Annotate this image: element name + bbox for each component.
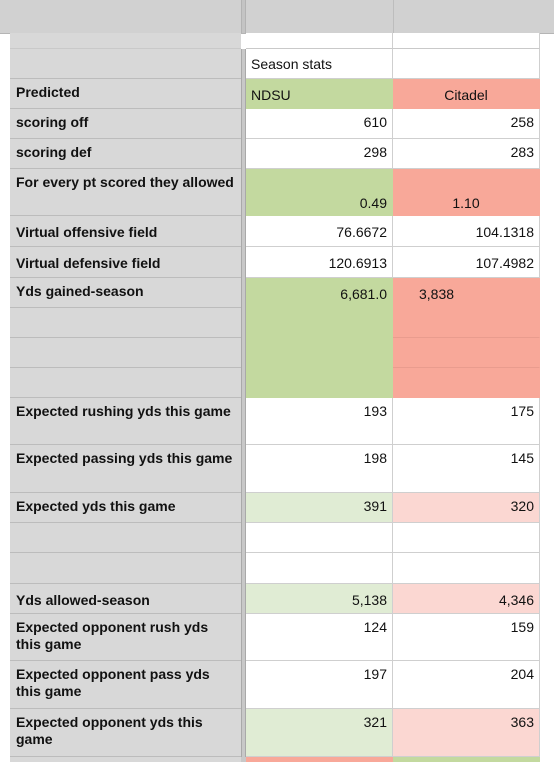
row-label[interactable]: Virtual offensive field [10,216,241,247]
table-row [0,338,554,368]
table-row: Season stats [0,49,554,79]
row-label[interactable]: Expected opponent pass yds this game [10,661,241,709]
value-cell[interactable]: 258 [393,109,540,139]
table-row: Expected opponent yds this game 321 363 [0,709,554,757]
value-cell[interactable]: 363 [393,709,540,757]
row-label[interactable]: scoring off [10,109,241,139]
value-cell[interactable] [246,308,393,338]
table-row [0,553,554,584]
row-label[interactable]: Predicted [10,79,241,109]
column-header-bar [0,0,554,34]
value-cell[interactable] [246,553,393,584]
table-row: Yds gained-season 6,681.0 3,838 [0,278,554,308]
value-cell[interactable] [246,757,393,762]
value-cell[interactable]: 76.6672 [246,216,393,247]
table-row [0,308,554,338]
value-cell[interactable]: 610 [246,109,393,139]
table-row [0,523,554,553]
table-row: Expected passing yds this game 198 145 [0,445,554,493]
value-cell[interactable]: 197 [246,661,393,709]
cell[interactable] [393,49,540,79]
row-label[interactable] [10,49,241,79]
row-label[interactable]: scoring def [10,139,241,169]
table-row: Expected opponent rush yds this game 124… [0,614,554,661]
row-label[interactable]: Expected opponent rush yds this game [10,614,241,661]
value-cell[interactable] [393,757,540,762]
column-divider[interactable] [393,0,394,33]
freeze-divider [241,757,246,762]
row-label[interactable]: Yds allowed-season [10,584,241,614]
value-cell[interactable]: 107.4982 [393,247,540,278]
table-row [0,368,554,398]
value-cell[interactable]: 0.49 [246,169,393,216]
season-stats-header[interactable]: Season stats [246,49,393,79]
row-label[interactable]: Expected yds this game [10,493,241,523]
value-cell[interactable]: 175 [393,398,540,445]
freeze-divider[interactable] [241,0,246,33]
table-row: For every pt scored they allowed 0.49 1.… [0,169,554,216]
table-row: Expected opponent pass yds this game 197… [0,661,554,709]
value-cell[interactable]: 204 [393,661,540,709]
row-label[interactable]: Expected passing yds this game [10,445,241,493]
value-cell[interactable]: 145 [393,445,540,493]
value-cell[interactable]: 198 [246,445,393,493]
value-cell[interactable] [393,338,540,368]
row-label[interactable] [10,338,241,368]
value-cell[interactable]: 124 [246,614,393,661]
value-cell[interactable]: 320 [393,493,540,523]
table-row: scoring def 298 283 [0,139,554,169]
value-cell[interactable] [246,368,393,398]
row-label[interactable] [10,308,241,338]
table-row: Expected rushing yds this game 193 175 [0,398,554,445]
table-row: Virtual defensive field 120.6913 107.498… [0,247,554,278]
value-cell[interactable]: 391 [246,493,393,523]
row-label[interactable] [10,553,241,584]
value-cell[interactable]: 298 [246,139,393,169]
value-cell[interactable]: 1.10 [393,169,540,216]
value-cell[interactable] [393,523,540,553]
value-cell[interactable]: 5,138 [246,584,393,614]
table-row: scoring off 610 258 [0,109,554,139]
row-label[interactable]: For every pt scored they allowed [10,169,241,216]
value-cell[interactable]: 193 [246,398,393,445]
row-label[interactable] [10,368,241,398]
team-citadel-cell[interactable]: Citadel [393,79,540,109]
table-row: Predicted NDSU Citadel [0,79,554,109]
value-cell[interactable]: 4,346 [393,584,540,614]
value-cell[interactable] [393,553,540,584]
cell-stub-2[interactable] [393,33,540,49]
value-cell[interactable]: 321 [246,709,393,757]
value-cell[interactable] [393,308,540,338]
value-cell[interactable] [246,338,393,368]
row-label[interactable]: Yds gained-season [10,278,241,308]
row-label[interactable] [10,757,241,762]
value-cell[interactable]: 104.1318 [393,216,540,247]
label-column-stub [10,33,241,49]
cell-stub-1[interactable] [246,33,393,49]
value-cell[interactable]: 120.6913 [246,247,393,278]
value-cell[interactable]: 6,681.0 [246,278,393,308]
row-label[interactable]: Expected rushing yds this game [10,398,241,445]
value-cell[interactable] [393,368,540,398]
table-row: Virtual offensive field 76.6672 104.1318 [0,216,554,247]
row-label[interactable]: Virtual defensive field [10,247,241,278]
value-cell[interactable] [246,523,393,553]
table-row: Expected yds this game 391 320 [0,493,554,523]
team-ndsu-cell[interactable]: NDSU [246,79,393,109]
value-cell[interactable]: 159 [393,614,540,661]
row-label[interactable]: Expected opponent yds this game [10,709,241,757]
table-row: Yds allowed-season 5,138 4,346 [0,584,554,614]
row-label[interactable] [10,523,241,553]
value-cell[interactable]: 283 [393,139,540,169]
value-cell[interactable]: 3,838 [393,278,540,308]
